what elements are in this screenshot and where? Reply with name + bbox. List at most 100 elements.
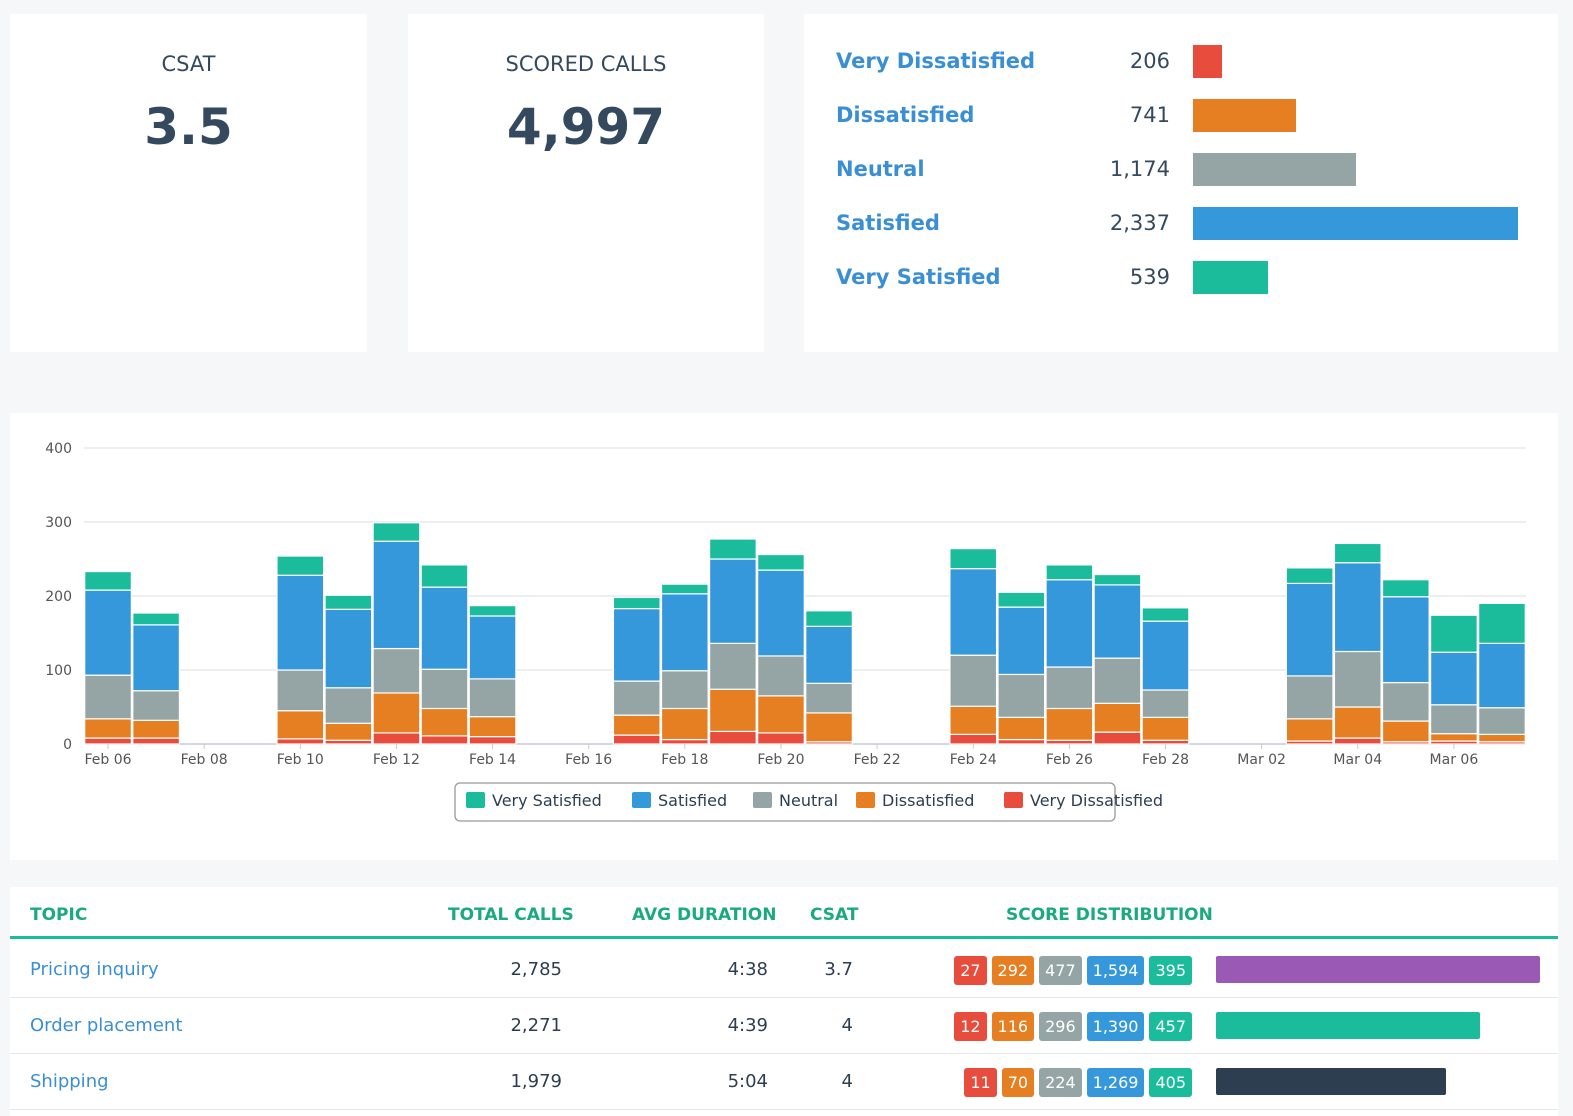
bar-segment	[1333, 562, 1382, 653]
legend-label: Very Satisfied	[492, 791, 602, 810]
topics-table: TOPIC TOTAL CALLS AVG DURATION CSAT SCOR…	[10, 887, 1558, 1116]
distribution-label[interactable]: Satisfied	[836, 211, 940, 235]
bar-segment	[372, 540, 421, 650]
csat-label: CSAT	[161, 52, 216, 76]
x-tick-label: Feb 16	[565, 752, 612, 768]
header-avg-duration[interactable]: AVG DURATION	[632, 905, 777, 925]
table-row[interactable]: Pricing inquiry 2,785 4:38 3.7 27 292 477 1,594…	[10, 942, 1558, 998]
legend-swatch	[632, 792, 651, 808]
bar-segment	[468, 615, 517, 680]
distribution-label[interactable]: Dissatisfied	[836, 103, 975, 127]
score-badge: 224	[1039, 1068, 1082, 1097]
x-tick-label: Feb 14	[469, 752, 516, 768]
bar-segment	[660, 738, 709, 745]
distribution-bar	[1193, 45, 1222, 78]
bar-segment	[708, 538, 757, 560]
bar-segment	[1381, 720, 1430, 743]
header-csat[interactable]: CSAT	[810, 905, 859, 925]
bar-segment	[420, 668, 469, 710]
bar-segment	[949, 733, 998, 745]
bar-segment	[276, 574, 325, 671]
csat-card: CSAT 3.5	[10, 14, 367, 352]
x-tick-label: Feb 10	[277, 752, 324, 768]
bar-segment	[612, 714, 661, 736]
bar-segment	[420, 586, 469, 670]
bar-segment	[1285, 675, 1334, 720]
bar-segment	[1429, 614, 1478, 653]
bar-segment	[612, 680, 661, 716]
bar-segment	[1141, 689, 1190, 718]
avg-duration-cell: 4:39	[727, 1015, 768, 1036]
bar-segment	[997, 606, 1046, 676]
topic-link[interactable]: Order placement	[30, 1015, 183, 1036]
bar-segment	[324, 594, 373, 610]
bar-segment	[1381, 681, 1430, 722]
score-badges: 12 116 296 1,390 457	[954, 1012, 1192, 1041]
score-badge: 296	[1039, 1012, 1082, 1041]
csat-cell: 4	[841, 1071, 853, 1092]
bar-segment	[1381, 579, 1430, 598]
topic-link[interactable]: Pricing inquiry	[30, 959, 159, 980]
distribution-row: Very Dissatisfied 206	[804, 45, 1558, 79]
bar-segment	[372, 732, 421, 745]
bar-segment	[276, 738, 325, 745]
bar-segment	[84, 570, 132, 591]
bar-segment	[324, 687, 373, 724]
bar-segment	[660, 583, 709, 595]
score-badges: 27 292 477 1,594 395	[954, 956, 1192, 985]
score-badge: 12	[954, 1012, 987, 1041]
bar-segment	[1333, 737, 1382, 745]
header-topic[interactable]: TOPIC	[30, 905, 88, 925]
bar-segment	[1429, 733, 1478, 742]
y-tick-label: 0	[63, 737, 72, 753]
score-badges: 11 70 224 1,269 405	[964, 1068, 1192, 1097]
bar-segment	[1285, 718, 1334, 742]
legend-swatch	[753, 792, 772, 808]
bar-segment	[949, 654, 998, 707]
header-total-calls[interactable]: TOTAL CALLS	[448, 905, 574, 925]
csat-value: 3.5	[144, 98, 233, 156]
bar-segment	[1333, 650, 1382, 708]
topic-link[interactable]: Shipping	[30, 1071, 109, 1092]
bar-segment	[324, 608, 373, 689]
bar-segment	[84, 674, 132, 720]
legend-label: Dissatisfied	[882, 791, 974, 810]
calls-bar	[1216, 956, 1540, 983]
bar-segment	[997, 591, 1046, 608]
score-badge: 1,269	[1086, 1068, 1145, 1097]
table-row[interactable]: Order placement 2,271 4:39 4 12 116 296 1,390 45…	[10, 998, 1558, 1054]
bar-segment	[1093, 573, 1142, 586]
bar-segment	[1478, 733, 1526, 743]
x-tick-label: Feb 22	[854, 752, 901, 768]
distribution-count: 2,337	[1109, 211, 1170, 235]
bar-segment	[324, 722, 373, 741]
bar-segment	[660, 593, 709, 672]
distribution-label[interactable]: Very Dissatisfied	[836, 49, 1036, 73]
total-calls-cell: 1,979	[510, 1071, 562, 1092]
y-tick-label: 200	[45, 589, 72, 605]
distribution-label[interactable]: Very Satisfied	[836, 265, 1001, 289]
bar-segment	[612, 596, 661, 610]
bar-segment	[997, 716, 1046, 741]
distribution-label[interactable]: Neutral	[836, 157, 925, 181]
x-tick-label: Feb 18	[661, 752, 708, 768]
bar-segment	[1429, 651, 1478, 706]
bar-segment	[1093, 731, 1142, 745]
header-score-distribution[interactable]: SCORE DISTRIBUTION	[1006, 905, 1213, 925]
bar-segment	[757, 732, 805, 745]
score-badge: 457	[1149, 1012, 1192, 1041]
bar-segment	[132, 719, 181, 739]
bar-segment	[660, 670, 709, 710]
legend-swatch	[1004, 792, 1023, 808]
score-badge: 395	[1149, 956, 1192, 985]
table-row[interactable]: Shipping 1,979 5:04 4 11 70 224 1,269 405	[10, 1054, 1558, 1110]
distribution-bar	[1193, 153, 1356, 186]
legend-swatch	[466, 792, 485, 808]
csat-cell: 4	[841, 1015, 853, 1036]
distribution-row: Dissatisfied 741	[804, 99, 1558, 133]
bar-segment	[468, 678, 517, 718]
distribution-count: 539	[1129, 265, 1170, 289]
bar-segment	[805, 625, 853, 684]
bar-segment	[468, 716, 517, 738]
bar-segment	[757, 553, 805, 571]
